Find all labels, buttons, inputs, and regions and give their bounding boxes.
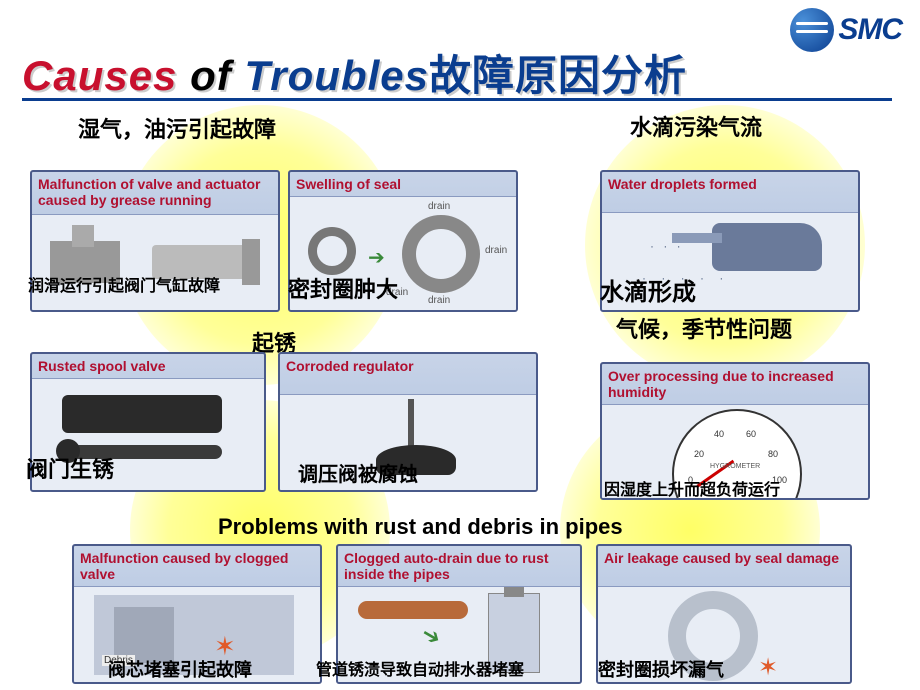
page-title: Causes of Troubles故障原因分析 xyxy=(22,42,687,103)
card-rusted-spool-label: Rusted spool valve xyxy=(38,358,258,374)
heading-water: 水滴污染气流 xyxy=(630,110,762,142)
brand-logo-icon xyxy=(790,8,834,52)
seal-drain-right: drain xyxy=(485,245,507,256)
card-clogged-autodrain-label: Clogged auto-drain due to rust inside th… xyxy=(344,550,574,582)
card-malfunction-grease-label: Malfunction of valve and actuator caused… xyxy=(38,176,272,208)
card-rusted-spool-cn: 阀门生锈 xyxy=(26,452,114,484)
card-over-processing-label: Over processing due to increased humidit… xyxy=(608,368,862,400)
card-over-processing-cn: 因湿度上升而超负荷运行 xyxy=(604,476,780,500)
heading-climate: 气候，季节性问题 xyxy=(616,312,792,344)
card-water-droplets-label: Water droplets formed xyxy=(608,176,852,192)
card-corroded-regulator-cn: 调压阀被腐蚀 xyxy=(298,458,418,487)
heading-pipes: Problems with rust and debris in pipes xyxy=(218,514,623,540)
card-swelling-seal-label: Swelling of seal xyxy=(296,176,510,192)
title-underline xyxy=(22,98,892,101)
arrow-icon: ➔ xyxy=(368,245,385,270)
title-word-of: of xyxy=(177,52,244,99)
card-water-droplets-cn: 水滴形成 xyxy=(600,272,696,307)
title-word-causes: Causes xyxy=(22,52,177,99)
card-corroded-regulator-label: Corroded regulator xyxy=(286,358,530,374)
card-air-leakage-label: Air leakage caused by seal damage xyxy=(604,550,844,566)
heading-grease: 湿气，油污引起故障 xyxy=(78,112,276,144)
card-malfunction-grease-cn: 润滑运行引起阀门气缸故障 xyxy=(28,272,220,296)
title-word-troubles: Troubles xyxy=(244,52,429,99)
card-air-leakage-cn: 密封圈损坏漏气 xyxy=(598,656,724,682)
seal-drain-bottom: drain xyxy=(428,295,450,306)
card-clogged-valve-label: Malfunction caused by clogged valve xyxy=(80,550,314,582)
card-clogged-autodrain-cn: 管道锈渍导致自动排水器堵塞 xyxy=(316,656,524,680)
title-word-cn: 故障原因分析 xyxy=(429,52,687,99)
seal-drain-top: drain xyxy=(428,201,450,212)
card-clogged-valve-cn: 阀芯堵塞引起故障 xyxy=(108,656,252,682)
brand-logo: SMC xyxy=(790,8,902,52)
card-swelling-seal-cn: 密封圈肿大 xyxy=(288,272,398,304)
brand-logo-text: SMC xyxy=(838,13,902,47)
